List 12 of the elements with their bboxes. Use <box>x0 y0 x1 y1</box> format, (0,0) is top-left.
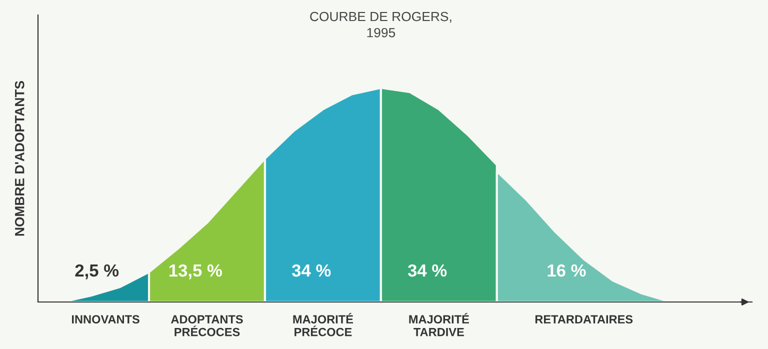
series-label: INNOVANTS <box>72 315 140 324</box>
y-axis-title: NOMBRE D'ADOPTANTS <box>14 80 24 236</box>
annotation: 2,5 % <box>75 264 119 280</box>
chart-title: COURBE DE ROGERS, 1995 <box>310 12 452 38</box>
annotation: 16 % <box>548 264 586 277</box>
annotation: 13,5 % <box>169 264 222 280</box>
series-label: MAJORITÉ TARDIVE <box>409 312 469 336</box>
series-label: MAJORITÉ PRÉCOCE <box>293 312 353 336</box>
annotation: 34 % <box>292 264 331 277</box>
annotation: 34 % <box>408 264 447 277</box>
series-label: ADOPTANTS PRÉCOCES <box>171 315 243 336</box>
series-label: RETARDATAIRES <box>535 315 633 324</box>
